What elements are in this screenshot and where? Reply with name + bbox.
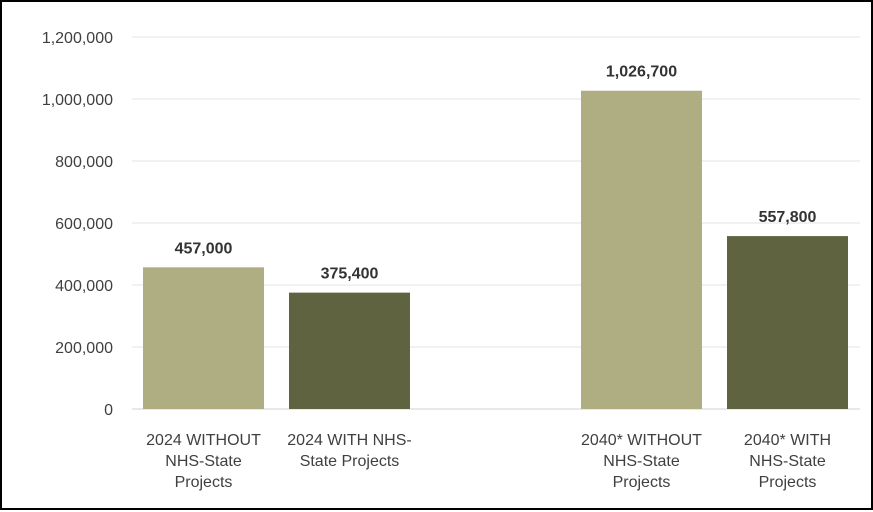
x-category-label-line: State Projects <box>300 453 400 470</box>
y-tick-label: 800,000 <box>55 154 113 171</box>
bar-data-label: 557,800 <box>759 209 817 226</box>
x-category-label: 2040* WITH NHS-State Projects <box>744 432 831 491</box>
bar <box>727 236 848 409</box>
bar <box>581 90 702 410</box>
y-tick-label: 400,000 <box>55 278 113 295</box>
bar-data-label: 457,000 <box>175 240 233 257</box>
x-category-label-line: Projects <box>759 474 817 491</box>
x-category-label-line: 2024 WITH NHS- <box>287 432 411 449</box>
x-category-label-line: Projects <box>613 474 671 491</box>
x-category-label-line: NHS-State <box>749 453 826 470</box>
x-category-label-line: NHS-State <box>165 453 242 470</box>
bar <box>289 292 410 409</box>
x-category-label-line: Projects <box>175 474 233 491</box>
x-category-label: 2024 WITH NHS- State Projects <box>287 432 411 470</box>
y-tick-label: 600,000 <box>55 216 113 233</box>
y-tick-label: 1,000,000 <box>42 92 113 109</box>
data-labels: 457,000 375,400 1,026,700 557,800 <box>175 64 817 283</box>
bars <box>143 90 848 410</box>
x-category-label: 2040* WITHOUT NHS-State Projects <box>581 432 702 491</box>
x-category-label-line: 2040* WITHOUT <box>581 432 702 449</box>
y-axis-ticks: 0 200,000 400,000 600,000 800,000 1,000,000 1,… <box>42 30 113 419</box>
bar-data-label: 375,400 <box>321 266 379 283</box>
bar <box>143 267 264 409</box>
y-tick-label: 200,000 <box>55 340 113 357</box>
x-category-label: 2024 WITHOUT NHS-State Projects <box>146 432 261 491</box>
x-category-label-line: 2024 WITHOUT <box>146 432 261 449</box>
x-category-label-line: 2040* WITH <box>744 432 831 449</box>
y-tick-label: 1,200,000 <box>42 30 113 47</box>
x-axis-categories: 2024 WITHOUT NHS-State Projects 2024 WITH N… <box>146 432 831 491</box>
x-category-label-line: NHS-State <box>603 453 680 470</box>
y-tick-label: 0 <box>104 402 113 419</box>
bar-data-label: 1,026,700 <box>606 64 677 81</box>
